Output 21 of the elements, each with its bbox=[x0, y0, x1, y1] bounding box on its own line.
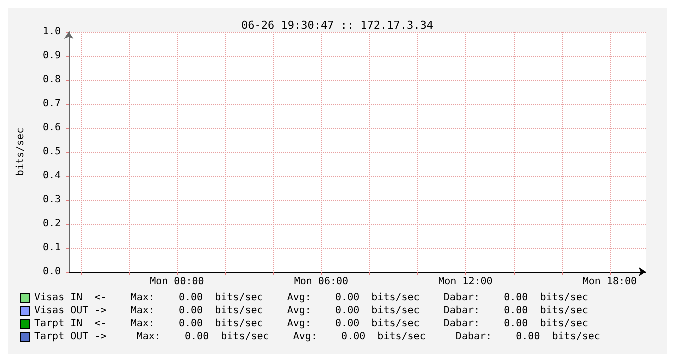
y-tick-label: 0.0 bbox=[42, 266, 61, 278]
y-tick-label: 0.3 bbox=[42, 194, 61, 206]
legend-label: Visas IN <- Max: 0.00 bits/sec Avg: 0.00 bits/sec Dabar: 0.00 bits/sec bbox=[34, 292, 588, 304]
legend-label: Visas OUT -> Max: 0.00 bits/sec Avg: 0.00 bits/sec Dabar: 0.00 bits/sec bbox=[34, 306, 588, 316]
y-tick-label: 0.4 bbox=[42, 170, 61, 182]
x-tick-label: Mon 06:00 bbox=[294, 276, 349, 288]
y-axis-title: bits/sec bbox=[16, 128, 26, 176]
y-tick-label: 0.6 bbox=[42, 122, 61, 134]
x-tick-label: Mon 00:00 bbox=[150, 276, 204, 288]
y-tick-label: 0.1 bbox=[42, 242, 61, 254]
legend-label: Tarpt IN <- Max: 0.00 bits/sec Avg: 0.00 bits/sec Dabar: 0.00 bits/sec bbox=[34, 318, 588, 330]
y-tick-label: 0.8 bbox=[42, 74, 61, 86]
legend-label: Tarpt OUT -> Max: 0.00 bits/sec Avg: 0.00 bits/sec Dabar: 0.00 bits/sec bbox=[34, 332, 600, 342]
y-tick-label: 1.0 bbox=[42, 26, 61, 38]
x-tick-label: Mon 12:00 bbox=[438, 276, 493, 288]
y-tick-label: 0.9 bbox=[42, 50, 61, 62]
y-tick-label: 0.2 bbox=[42, 218, 61, 230]
y-tick-label: 0.7 bbox=[42, 98, 61, 110]
y-tick-label: 0.5 bbox=[42, 146, 61, 158]
chart-title: 06-26 19:30:47 :: 172.17.3.34 bbox=[241, 19, 434, 32]
x-tick-label: Mon 18:00 bbox=[582, 276, 638, 288]
